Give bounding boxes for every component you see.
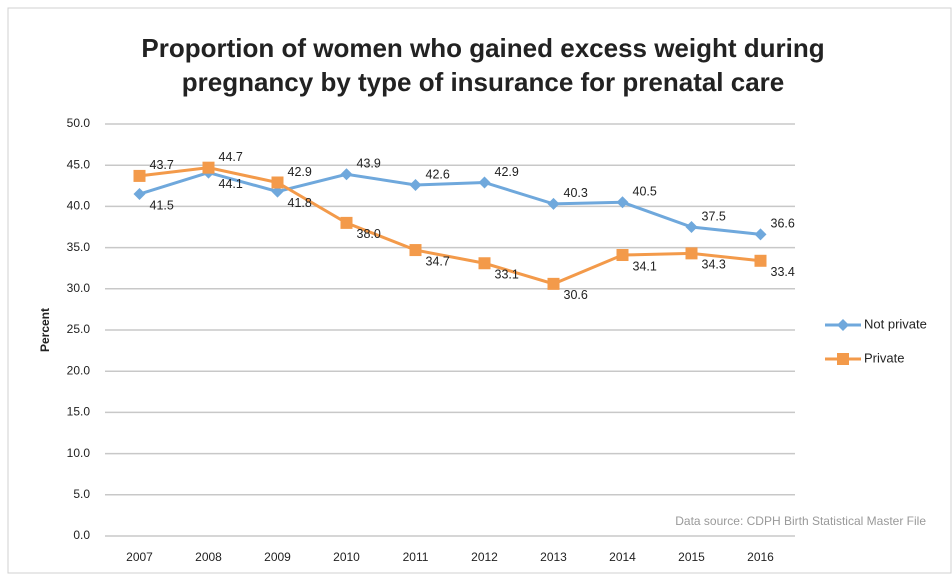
marker (340, 168, 353, 181)
y-tick-label: 5.0 (73, 487, 90, 501)
y-tick-label: 10.0 (67, 446, 91, 460)
data-label: 34.3 (702, 258, 726, 272)
y-tick-label: 20.0 (67, 363, 91, 377)
marker (133, 169, 146, 182)
data-label: 37.5 (702, 209, 726, 223)
annotation: Data source: CDPH Birth Statistical Mast… (675, 514, 926, 528)
x-tick-label: 2007 (126, 550, 153, 564)
y-tick-label: 50.0 (67, 116, 91, 130)
data-label: 34.1 (633, 259, 657, 273)
y-tick-label: 40.0 (67, 199, 91, 213)
x-tick-label: 2015 (678, 550, 705, 564)
series-line (139, 166, 761, 286)
series-line (139, 171, 761, 236)
marker (409, 244, 422, 257)
y-tick-label: 15.0 (67, 405, 91, 419)
y-tick-label: 30.0 (67, 281, 91, 295)
marker (478, 257, 491, 270)
marker (754, 228, 767, 241)
data-label: 44.7 (219, 150, 243, 164)
marker (133, 188, 146, 201)
marker (271, 176, 284, 189)
marker (685, 221, 698, 233)
data-label: 34.7 (426, 254, 450, 268)
x-tick-label: 2009 (264, 550, 291, 564)
marker (547, 197, 560, 210)
marker (409, 178, 422, 191)
data-label: 36.6 (771, 217, 795, 231)
marker (837, 353, 849, 365)
marker (340, 216, 353, 229)
marker (616, 196, 629, 209)
data-label: 44.1 (219, 177, 243, 191)
y-tick-label: 35.0 (67, 240, 91, 254)
marker (685, 247, 698, 260)
x-tick-label: 2016 (747, 550, 774, 564)
x-tick-label: 2011 (403, 550, 429, 564)
data-label: 38.0 (357, 227, 381, 241)
data-label: 42.6 (426, 167, 450, 181)
data-label: 30.6 (564, 288, 588, 302)
x-tick-label: 2008 (195, 550, 222, 564)
marker (202, 161, 215, 174)
x-tick-label: 2014 (609, 550, 636, 564)
data-label: 40.5 (633, 185, 657, 199)
data-label: 33.1 (495, 268, 519, 282)
marker (754, 254, 767, 267)
y-axis-label: Percent (38, 308, 52, 352)
data-label: 42.9 (288, 165, 312, 179)
marker (478, 176, 491, 189)
data-label: 43.9 (357, 157, 381, 171)
chart-title: pregnancy by type of insurance for prena… (182, 67, 785, 97)
chart-title: Proportion of women who gained excess we… (141, 33, 824, 63)
y-tick-label: 45.0 (67, 157, 91, 171)
chart-frame (7, 7, 952, 574)
data-label: 41.5 (150, 198, 174, 212)
x-tick-label: 2013 (540, 550, 567, 564)
data-label: 42.9 (495, 165, 519, 179)
y-tick-label: 0.0 (73, 528, 90, 542)
data-label: 41.8 (288, 196, 312, 210)
x-tick-label: 2010 (333, 550, 360, 564)
x-tick-label: 2012 (471, 550, 498, 564)
marker (271, 185, 284, 198)
legend-label: Private (864, 350, 904, 365)
marker (547, 277, 560, 290)
data-label: 33.4 (771, 265, 795, 279)
data-label: 40.3 (564, 186, 588, 200)
legend-label: Not private (864, 316, 927, 331)
marker (616, 249, 629, 262)
marker (837, 319, 849, 331)
y-tick-label: 25.0 (67, 322, 91, 336)
data-label: 43.7 (150, 158, 174, 172)
